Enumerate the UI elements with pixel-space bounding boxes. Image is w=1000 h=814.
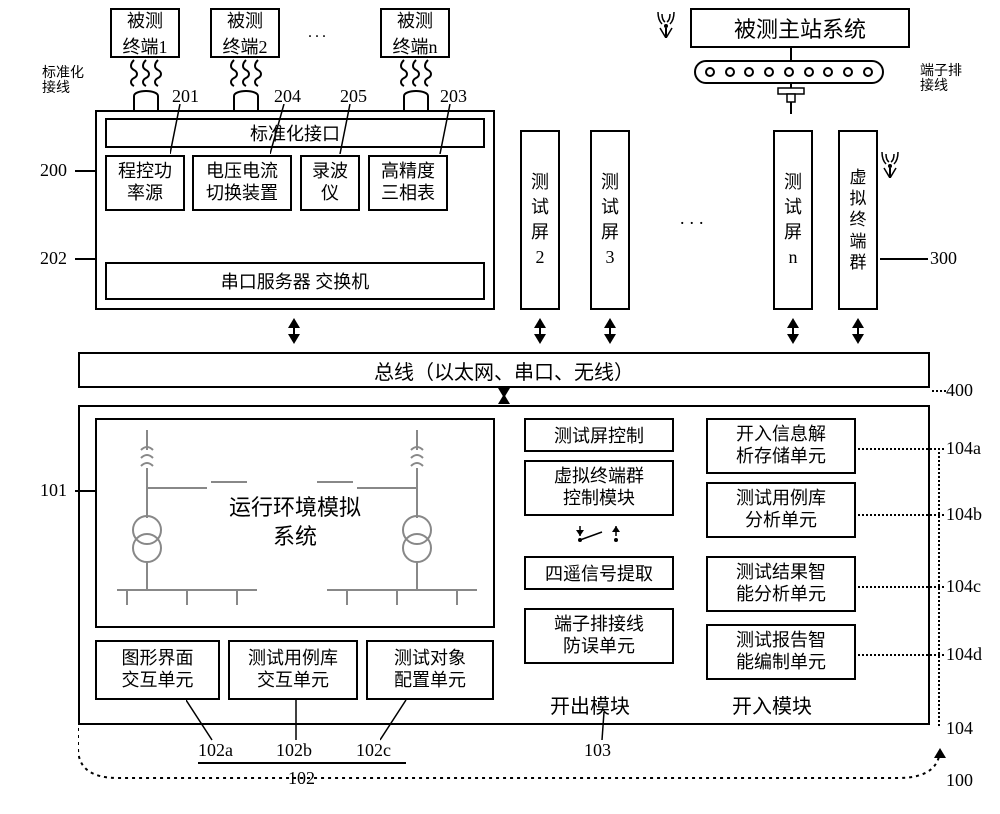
arrow-bidir-icon [787, 312, 799, 350]
precision-meter: 高精度 三相表 [368, 155, 448, 211]
connector-t-icon [776, 86, 806, 116]
recorder: 录波 仪 [300, 155, 360, 211]
arrow-bidir-icon [604, 312, 616, 350]
arrow-bidir-icon [852, 312, 864, 350]
std-interface: 标准化接口 [105, 118, 485, 148]
bus: 总线（以太网、串口、无线） [78, 352, 930, 388]
output-module-label: 开出模块 [550, 690, 630, 719]
ref-104b: 104b [946, 504, 982, 525]
input-parse-unit: 开入信息解 析存储单元 [706, 418, 856, 474]
arrow-bidir-icon [288, 312, 300, 350]
testcase-interact-unit: 测试用例库 交互单元 [228, 640, 358, 700]
coil-icon [226, 58, 266, 92]
ref-202: 202 [40, 248, 67, 269]
virtual-terminal-group: 虚 拟 终 端 群 [838, 130, 878, 310]
test-object-config-unit: 测试对象 配置单元 [366, 640, 494, 700]
ref-104d: 104d [946, 644, 982, 665]
test-panel-control: 测试屏控制 [524, 418, 674, 452]
terminal-dots: ... [308, 24, 329, 42]
ref-104a: 104a [946, 438, 981, 459]
switch-icon [568, 522, 628, 552]
env-sim-system: 运行环境模拟 系统 [95, 418, 495, 628]
env-sim-label: 运行环境模拟 系统 [229, 494, 361, 551]
input-module-label: 开入模块 [732, 690, 812, 719]
ref-400: 400 [946, 380, 973, 401]
testlib-analysis-unit: 测试用例库 分析单元 [706, 482, 856, 538]
antenna-icon [656, 8, 676, 38]
terminal-block-label: 端子排 接线 [920, 64, 962, 95]
antenna-icon [880, 148, 900, 178]
terminal-block-icon [694, 60, 884, 84]
signal-extract: 四遥信号提取 [524, 556, 674, 590]
terminal-n: 被测 终端n [380, 8, 450, 58]
test-panel-n: 测 试 屏 n [773, 130, 813, 310]
coil-icon [396, 58, 436, 92]
terminal-2: 被测 终端2 [210, 8, 280, 58]
wiring-label-text: 标准化 接线 [42, 66, 84, 97]
arrow-bidir-icon [498, 388, 510, 404]
ref-300: 300 [930, 248, 957, 269]
ref-200: 200 [40, 160, 67, 181]
panel-dots: ... [680, 208, 709, 229]
gui-interact-unit: 图形界面 交互单元 [95, 640, 220, 700]
terminal-1: 被测 终端1 [110, 8, 180, 58]
coil-icon [126, 58, 166, 92]
power-source: 程控功 率源 [105, 155, 185, 211]
test-panel-2: 测 试 屏 2 [520, 130, 560, 310]
arrow-bidir-icon [534, 312, 546, 350]
switch-device: 电压电流 切换装置 [192, 155, 292, 211]
result-analysis-unit: 测试结果智 能分析单元 [706, 556, 856, 612]
terminal-safety-unit: 端子排接线 防误单元 [524, 608, 674, 664]
ref-101: 101 [40, 480, 67, 501]
virtual-terminal-control: 虚拟终端群 控制模块 [524, 460, 674, 516]
ref-104c: 104c [946, 576, 981, 597]
test-panel-3: 测 试 屏 3 [590, 130, 630, 310]
serial-server: 串口服务器 交换机 [105, 262, 485, 300]
report-unit: 测试报告智 能编制单元 [706, 624, 856, 680]
master-station: 被测主站系统 [690, 8, 910, 48]
